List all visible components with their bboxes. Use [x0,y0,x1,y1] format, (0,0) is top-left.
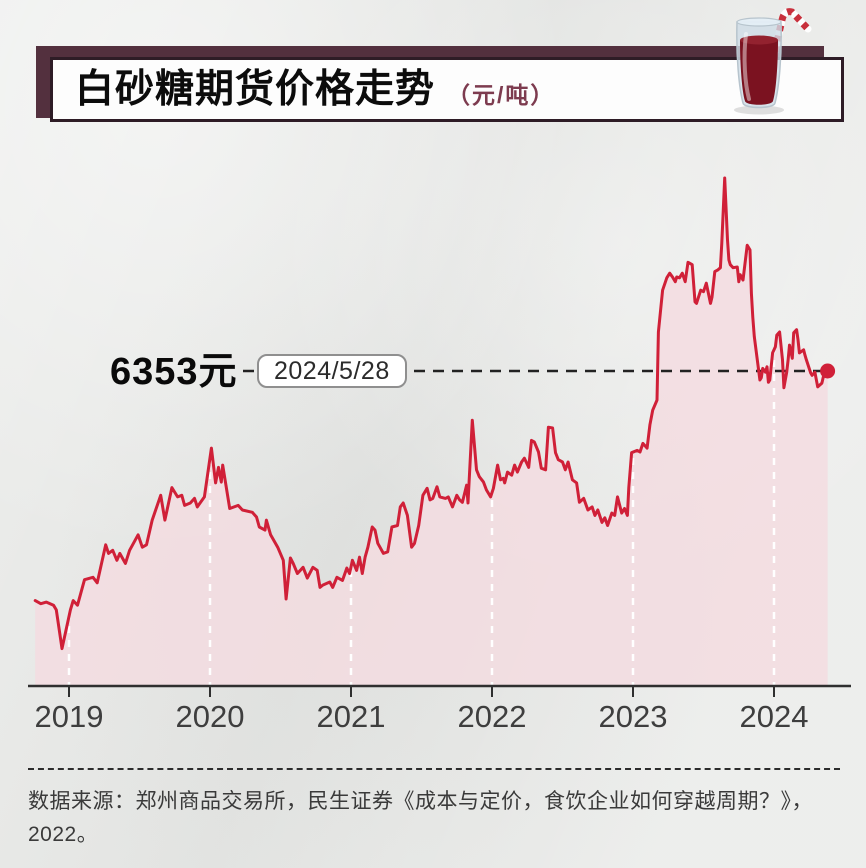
price-annotation: 6353元 [110,351,238,393]
date-annotation-label: 2024/5/28 [274,356,390,385]
page-title: 白砂糖期货价格走势 [75,68,436,111]
x-axis-ticks [68,687,775,697]
drink-glass-icon [734,8,812,115]
x-axis-label-2020: 2020 [176,699,245,734]
chart-area-fill [35,178,828,686]
date-annotation-box: 2024/5/28 [257,354,407,388]
x-axis-label-2023: 2023 [599,699,668,734]
latest-price-dot [820,363,836,379]
x-axis-label-2021: 2021 [317,699,386,734]
x-axis-label-2019: 2019 [35,699,104,734]
source-section: 数据来源：郑州商品交易所，民生证券《成本与定价，食饮企业如何穿越周期？》，202… [28,768,840,851]
x-axis-label-2024: 2024 [740,699,809,734]
x-axis-labels: 2019 2020 2021 2022 2023 2024 [35,699,809,734]
price-line-series [33,176,830,651]
x-axis-label-2022: 2022 [458,699,527,734]
title-box: 白砂糖期货价格走势 （元/吨） [50,57,844,122]
source-text: 数据来源：郑州商品交易所，民生证券《成本与定价，食饮企业如何穿越周期？》，202… [28,790,813,846]
title-unit-label: （元/吨） [447,81,556,108]
